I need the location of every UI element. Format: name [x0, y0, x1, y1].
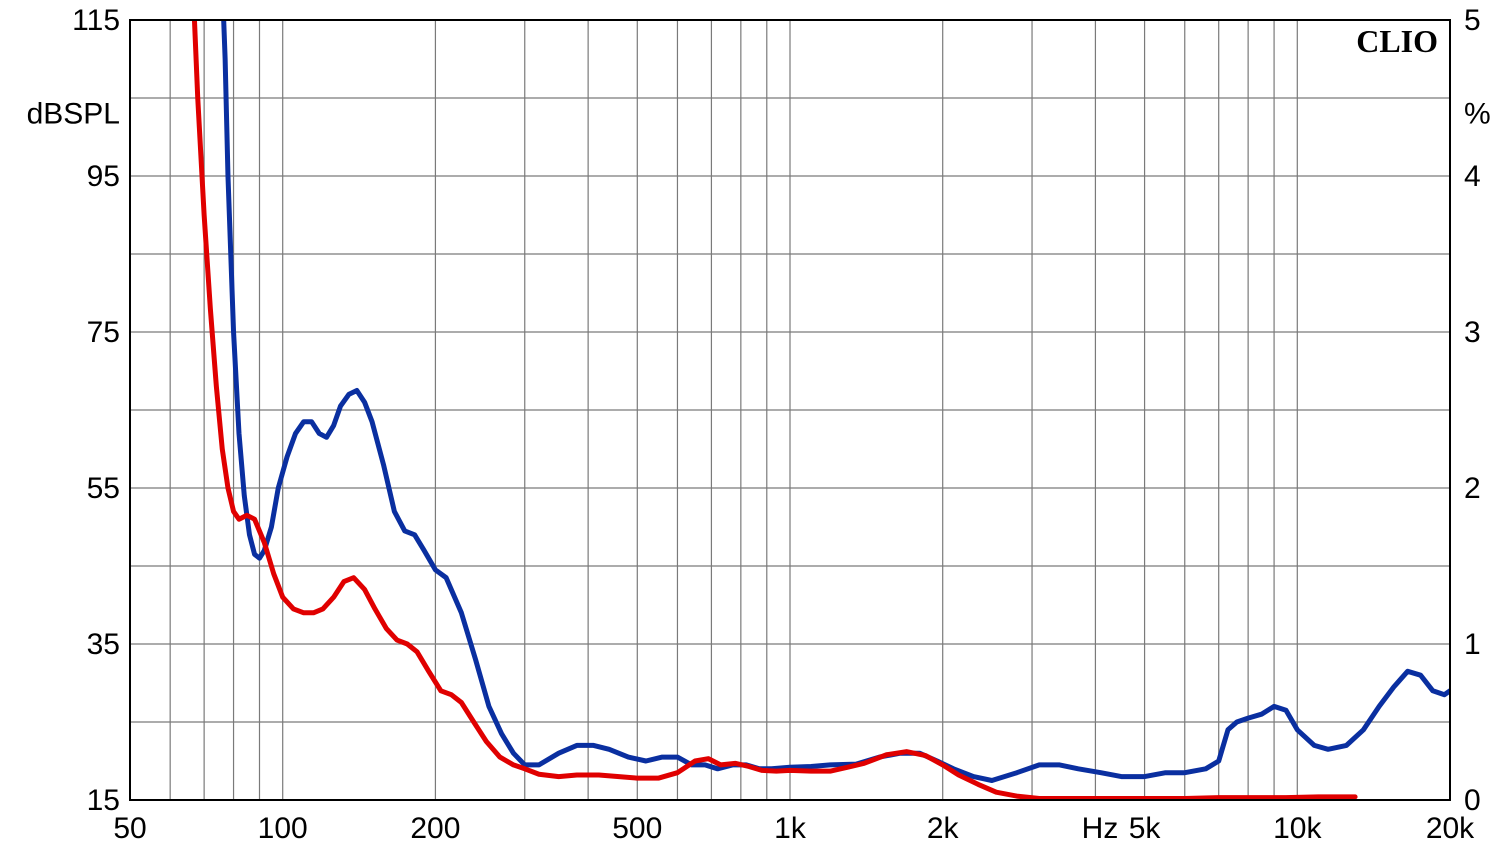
y-left-tick-label: 15: [87, 784, 120, 817]
y-left-tick-label: 95: [87, 160, 120, 193]
y-left-tick-label: 115: [72, 4, 120, 37]
y-left-tick-label: 35: [87, 628, 120, 661]
x-axis-unit-label: Hz: [1082, 812, 1119, 845]
x-tick-label: 2k: [927, 812, 960, 845]
y-right-axis-label: %: [1464, 98, 1491, 131]
y-right-tick-label: 5: [1464, 4, 1481, 37]
chart-container: 501002005001k2k5k10k20kHz1535557595115dB…: [0, 0, 1500, 864]
y-left-tick-label: 55: [87, 472, 120, 505]
x-tick-label: 5k: [1129, 812, 1162, 845]
y-right-tick-label: 4: [1464, 160, 1481, 193]
x-tick-label: 200: [410, 812, 460, 845]
x-tick-label: 500: [612, 812, 662, 845]
y-right-tick-label: 1: [1464, 628, 1481, 661]
chart-svg: 501002005001k2k5k10k20kHz1535557595115dB…: [0, 0, 1500, 864]
y-left-axis-label: dBSPL: [27, 98, 120, 131]
y-left-tick-label: 75: [87, 316, 120, 349]
x-tick-label: 10k: [1273, 812, 1322, 845]
y-right-tick-label: 2: [1464, 472, 1481, 505]
y-right-tick-label: 3: [1464, 316, 1481, 349]
y-right-tick-label: 0: [1464, 784, 1481, 817]
x-tick-label: 100: [258, 812, 308, 845]
x-tick-label: 1k: [774, 812, 807, 845]
watermark-clio: CLIO: [1356, 23, 1438, 59]
